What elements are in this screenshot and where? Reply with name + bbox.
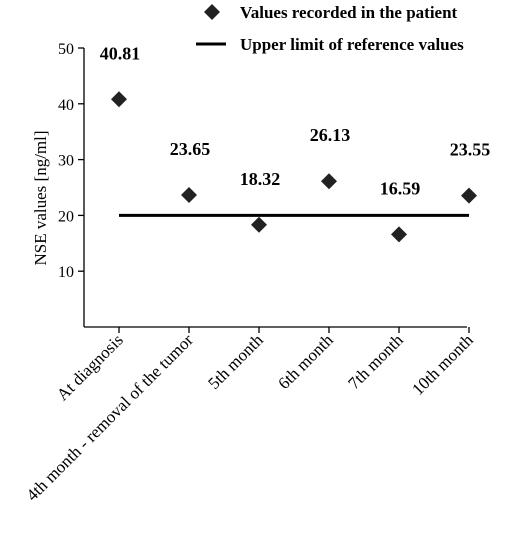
y-ticks: 10 20 30 40 50 [58, 41, 84, 281]
data-label: 23.65 [170, 139, 211, 159]
y-tick-label: 50 [58, 41, 74, 58]
data-point-diamond [461, 187, 477, 204]
x-tick-label: 5th month [204, 330, 267, 393]
y-tick-label: 30 [58, 153, 74, 170]
x-tick-label: 6th month [274, 330, 337, 393]
data-points [111, 91, 477, 243]
data-point-diamond [251, 216, 267, 233]
data-label: 26.13 [310, 125, 351, 145]
y-tick-label: 20 [58, 208, 74, 225]
legend-diamond-marker [204, 4, 220, 20]
data-point-diamond [321, 173, 337, 190]
data-labels: 40.81 23.65 18.32 26.13 16.59 23.55 [100, 43, 491, 198]
data-label: 18.32 [240, 169, 281, 189]
x-tick-label: At diagnosis [53, 330, 127, 404]
data-point-diamond [391, 226, 407, 243]
y-axis-label: NSE values [ng/ml] [31, 130, 50, 265]
y-tick-label: 40 [58, 97, 74, 114]
data-label: 16.59 [380, 178, 421, 198]
legend-reference-label: Upper limit of reference values [240, 35, 464, 54]
x-tick-label: 7th month [344, 330, 407, 393]
x-tick-label: 10th month [408, 330, 477, 399]
legend-series-label: Values recorded in the patient [240, 3, 458, 22]
data-label: 40.81 [100, 43, 141, 63]
data-label: 23.55 [450, 140, 491, 160]
data-point-diamond [181, 187, 197, 204]
data-point-diamond [111, 91, 127, 108]
y-tick-label: 10 [58, 264, 74, 281]
legend: Values recorded in the patient Upper lim… [196, 3, 464, 54]
